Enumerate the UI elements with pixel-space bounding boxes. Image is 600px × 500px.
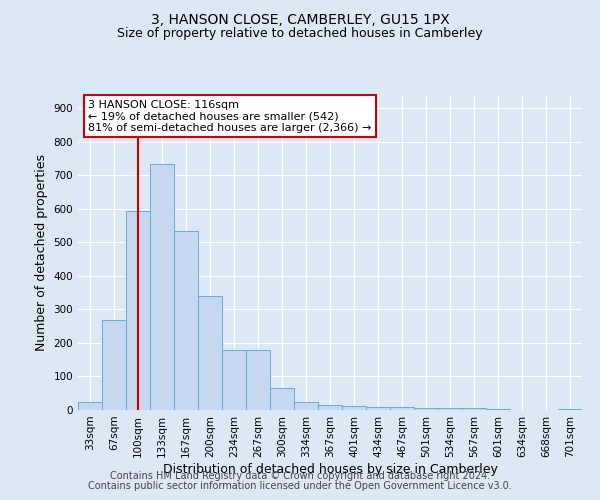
X-axis label: Distribution of detached houses by size in Camberley: Distribution of detached houses by size … [163, 462, 497, 475]
Bar [366, 408, 390, 410]
Bar [126, 210, 150, 410]
Bar [78, 402, 102, 410]
Bar [438, 408, 462, 410]
Y-axis label: Number of detached properties: Number of detached properties [35, 154, 48, 351]
Bar [246, 350, 270, 410]
Text: 3, HANSON CLOSE, CAMBERLEY, GU15 1PX: 3, HANSON CLOSE, CAMBERLEY, GU15 1PX [151, 12, 449, 26]
Bar [294, 402, 318, 410]
Bar [318, 405, 342, 410]
Bar [222, 350, 246, 410]
Bar [198, 296, 222, 410]
Bar [270, 388, 294, 410]
Bar [390, 408, 414, 410]
Text: Contains HM Land Registry data © Crown copyright and database right 2024.: Contains HM Land Registry data © Crown c… [110, 471, 490, 481]
Bar [174, 230, 198, 410]
Text: 3 HANSON CLOSE: 116sqm
← 19% of detached houses are smaller (542)
81% of semi-de: 3 HANSON CLOSE: 116sqm ← 19% of detached… [88, 100, 371, 133]
Bar [462, 408, 486, 410]
Bar [414, 408, 438, 410]
Bar [486, 409, 510, 410]
Text: Contains public sector information licensed under the Open Government Licence v3: Contains public sector information licen… [88, 481, 512, 491]
Bar [342, 406, 366, 410]
Bar [102, 320, 126, 410]
Text: Size of property relative to detached houses in Camberley: Size of property relative to detached ho… [117, 28, 483, 40]
Bar [150, 164, 174, 410]
